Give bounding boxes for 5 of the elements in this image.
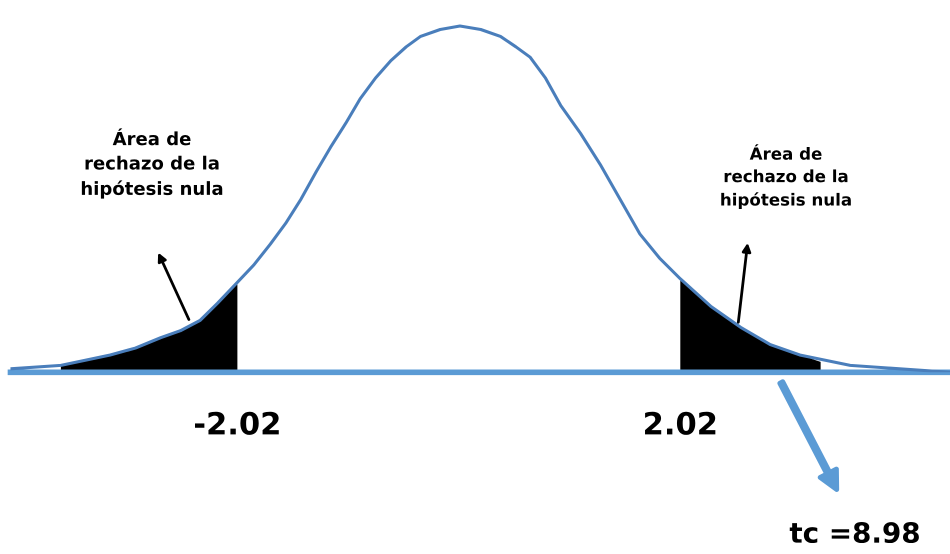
x-tick-label: -2.02 — [195, 412, 279, 435]
x-tick-label: 2.02 — [645, 412, 716, 435]
text: tc =8.98 — [790, 522, 919, 544]
annotation: Área de rechazo de la hipótesis nula — [721, 144, 851, 210]
annotation: Área de rechazo de la hipótesis nula — [82, 128, 222, 199]
